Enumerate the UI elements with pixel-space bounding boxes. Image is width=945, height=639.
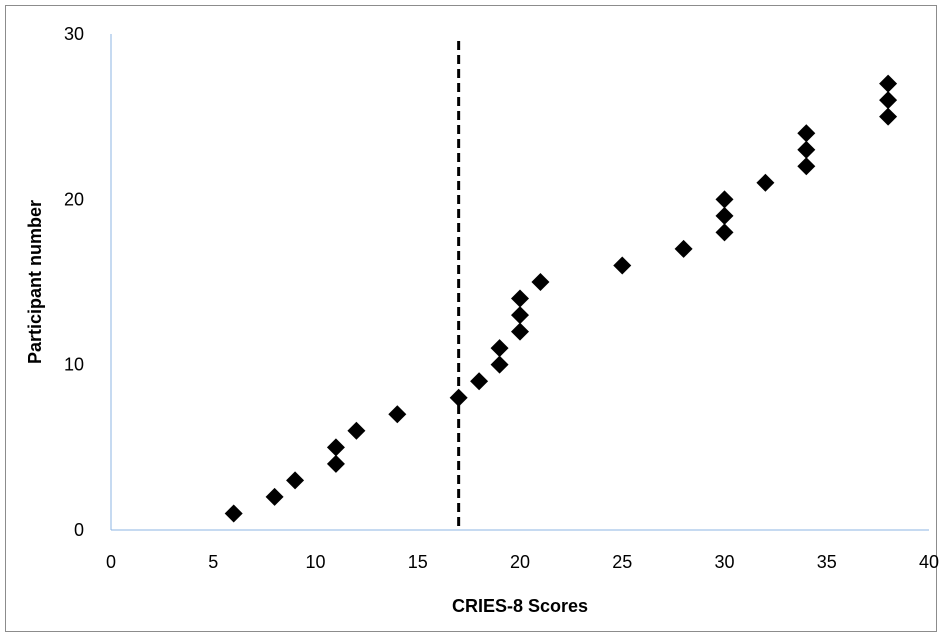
data-point <box>715 206 734 225</box>
data-point <box>531 273 550 291</box>
x-tick-label: 20 <box>510 552 530 572</box>
data-point <box>674 239 693 258</box>
data-point <box>756 173 775 192</box>
data-point <box>797 157 816 176</box>
x-tick-label: 40 <box>919 552 939 572</box>
data-point <box>326 454 345 473</box>
data-point <box>224 504 243 523</box>
data-point <box>286 471 305 490</box>
data-point <box>347 421 366 440</box>
x-axis-title: CRIES-8 Scores <box>452 596 588 616</box>
data-point <box>265 487 284 506</box>
x-tick-label: 5 <box>208 552 218 572</box>
data-point <box>511 289 529 308</box>
data-point <box>449 388 468 407</box>
data-point <box>470 372 489 391</box>
y-axis-title: Participant number <box>25 200 45 364</box>
data-point <box>797 140 816 159</box>
x-tick-label: 30 <box>714 552 734 572</box>
data-point <box>613 256 632 275</box>
data-point <box>490 355 509 374</box>
chart-frame <box>5 5 937 632</box>
data-point <box>797 124 816 143</box>
y-tick-label: 20 <box>64 189 84 209</box>
data-point <box>715 223 734 242</box>
x-tick-label: 25 <box>612 552 632 572</box>
data-point <box>879 74 898 93</box>
x-tick-label: 10 <box>305 552 325 572</box>
x-tick-label: 15 <box>408 552 428 572</box>
y-tick-label: 30 <box>64 24 84 44</box>
data-point <box>388 405 407 424</box>
data-point <box>326 438 345 457</box>
data-points <box>224 74 898 523</box>
y-tick-labels: 0 10 20 30 <box>64 24 84 540</box>
data-point <box>715 190 734 209</box>
data-point <box>511 306 529 325</box>
x-tick-label: 0 <box>106 552 116 572</box>
y-tick-label: 0 <box>74 520 84 540</box>
x-tick-label: 35 <box>817 552 837 572</box>
data-point <box>490 339 509 358</box>
data-point <box>879 107 898 126</box>
data-point <box>511 322 529 341</box>
data-point <box>879 91 898 110</box>
y-tick-label: 10 <box>64 355 84 375</box>
x-tick-labels: 0 5 10 15 20 25 30 35 40 <box>106 552 939 572</box>
